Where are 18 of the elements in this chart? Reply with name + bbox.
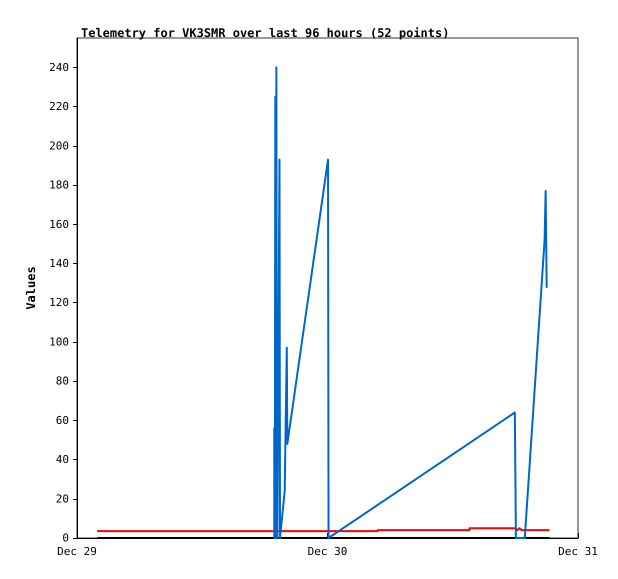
x-tick-label: Dec 30 bbox=[308, 545, 348, 558]
y-tick-label: 100 bbox=[49, 335, 69, 348]
y-tick-label: 140 bbox=[49, 256, 69, 270]
x-tick-label: Dec 29 bbox=[57, 545, 97, 558]
y-tick-label: 80 bbox=[56, 374, 69, 388]
x-tick-label: Dec 31 bbox=[558, 545, 598, 558]
y-tick-label: 60 bbox=[56, 414, 69, 427]
y-tick-label: 160 bbox=[49, 218, 69, 231]
y-tick-label: 20 bbox=[56, 492, 69, 506]
y-tick-label: 240 bbox=[49, 60, 69, 74]
chart-title: Telemetry for VK3SMR over last 96 hours (52 points) bbox=[81, 26, 450, 40]
y-axis-title: Values bbox=[24, 266, 38, 310]
y-tick-label: 0 bbox=[62, 532, 69, 544]
y-tick-label: 180 bbox=[49, 178, 69, 192]
y-tick-label: 120 bbox=[49, 296, 69, 310]
y-tick-label: 200 bbox=[49, 139, 69, 152]
y-tick-label: 220 bbox=[49, 100, 69, 114]
y-tick-label: 40 bbox=[56, 453, 69, 466]
